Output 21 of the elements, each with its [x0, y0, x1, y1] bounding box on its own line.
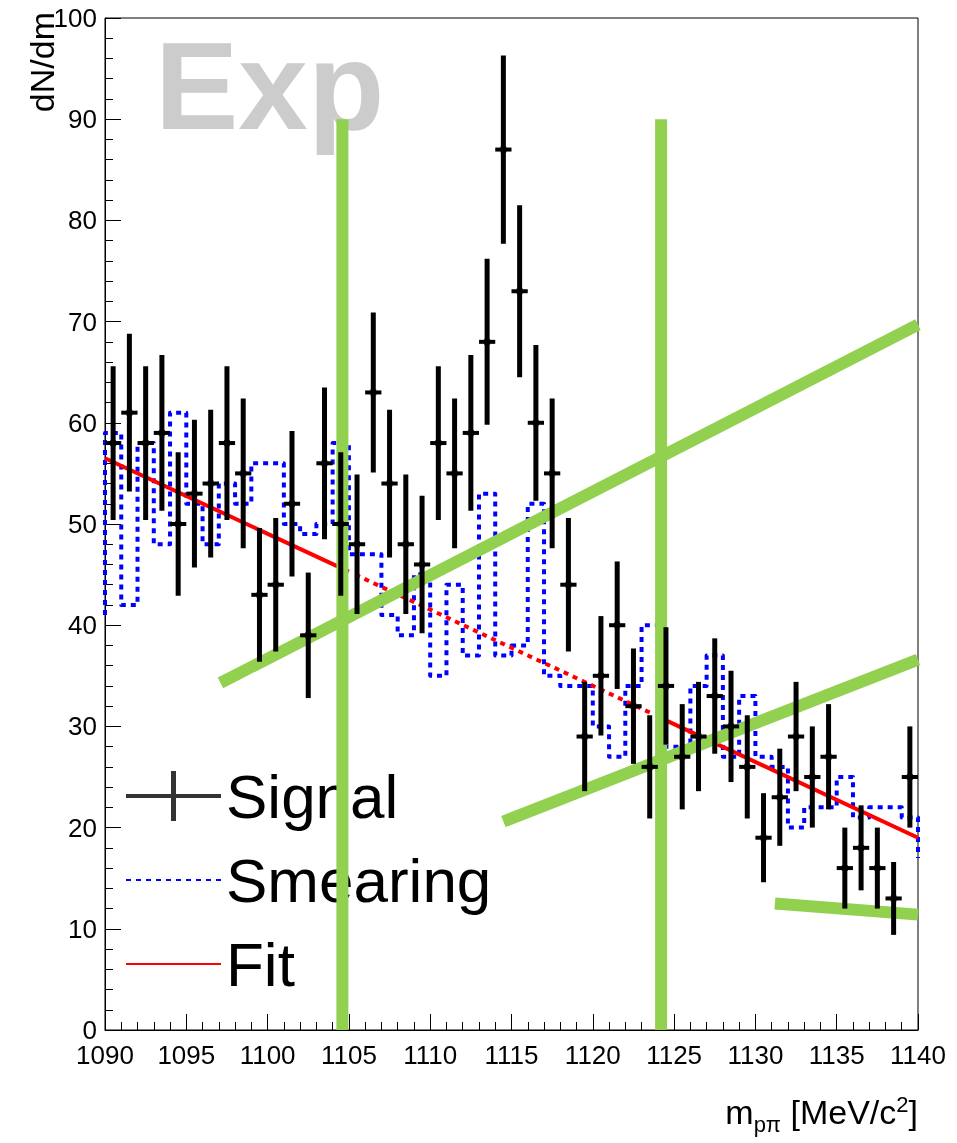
y-tick-label: 20	[68, 812, 97, 843]
y-tick-label: 90	[68, 104, 97, 135]
y-tick-label: 70	[68, 306, 97, 337]
x-tick-label: 1130	[727, 1040, 784, 1070]
legend-label: Fit	[226, 929, 295, 999]
x-tick-label: 1140	[890, 1040, 946, 1070]
x-tick-label: 1120	[564, 1040, 621, 1070]
y-tick-label: 40	[68, 610, 97, 641]
x-tick-label: 1095	[157, 1040, 216, 1070]
x-tick-label: 1115	[484, 1040, 539, 1070]
y-tick-label: 10	[68, 913, 97, 944]
x-tick-label: 1105	[320, 1040, 377, 1070]
y-tick-label: 60	[68, 407, 97, 438]
x-tick-label: 1125	[646, 1040, 703, 1070]
x-tick-label: 1110	[403, 1040, 458, 1070]
y-tick-label: 80	[68, 205, 97, 236]
y-tick-label: 50	[68, 509, 97, 539]
x-tick-label: 1135	[808, 1040, 865, 1070]
x-axis-title: m$_{pπ}$ [MeV/c$^{2}$]	[725, 1092, 918, 1139]
x-tick-label: 1100	[239, 1040, 296, 1070]
y-tick-label: 30	[68, 711, 97, 742]
